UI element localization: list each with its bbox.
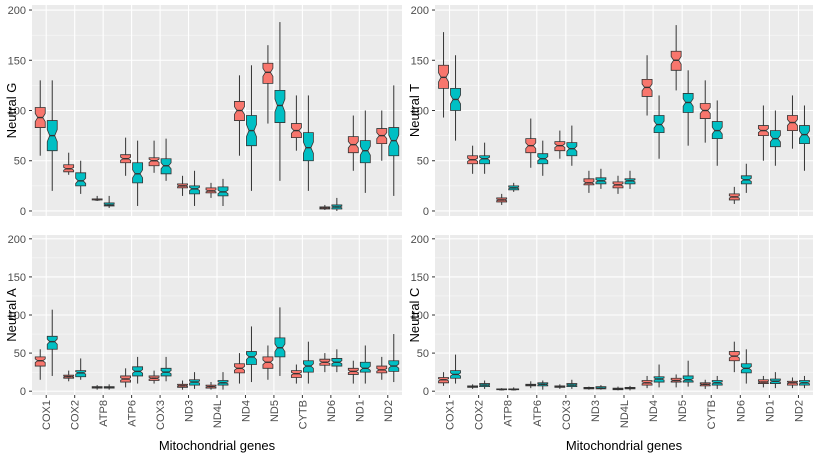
- y-tick-label: 200: [411, 5, 429, 17]
- x-tick-label: COX3: [561, 400, 573, 430]
- box-2-COX1: [46, 335, 58, 350]
- panel-2: 0 50 100 150 200 Neutral T: [407, 5, 813, 218]
- x-axis-title: Mitochondrial genes: [159, 438, 276, 453]
- box-2-ND2: [388, 127, 400, 157]
- x-tick-label: ND6: [735, 400, 747, 422]
- x-tick-label: ATP6: [127, 400, 139, 427]
- y-tick-label: 150: [8, 55, 26, 67]
- box-2-ND4: [246, 351, 257, 365]
- x-tick-label: ND1: [354, 400, 366, 422]
- y-tick-label: 200: [411, 234, 429, 246]
- x-tick-label: CYTB: [297, 400, 309, 429]
- x-tick-label: COX1: [445, 400, 457, 430]
- y-tick-label: 50: [417, 348, 429, 360]
- y-axis-title: Neutral G: [4, 83, 19, 139]
- panel-1: 0 50 100 150 200 Neutral G: [4, 5, 402, 218]
- box-2-COX2: [479, 155, 491, 165]
- box-1-COX1: [34, 356, 46, 367]
- box-1-COX3: [148, 157, 160, 167]
- y-tick-label: 100: [8, 106, 26, 118]
- y-tick-label: 0: [423, 206, 429, 218]
- x-tick-label: ATP8: [503, 400, 515, 427]
- y-axis-title: Neutral T: [407, 84, 422, 137]
- x-tick-label: COX2: [70, 400, 82, 430]
- box-2-ND5: [682, 375, 694, 383]
- y-tick-label: 100: [411, 310, 429, 322]
- x-tick-label: ND3: [184, 400, 196, 422]
- x-tick-label: ATP6: [532, 400, 544, 427]
- y-tick-label: 0: [423, 386, 429, 398]
- y-tick-label: 100: [8, 310, 26, 322]
- x-tick-label: ND3: [590, 400, 602, 422]
- x-tick-label: CYTB: [706, 400, 718, 429]
- x-tick-label: ND2: [793, 400, 805, 422]
- x-tick-label: ND6: [326, 400, 338, 422]
- y-tick-label: 200: [8, 5, 26, 17]
- y-tick-label: 0: [20, 386, 26, 398]
- box-2-COX2: [75, 370, 87, 378]
- x-tick-label: ND5: [677, 400, 689, 422]
- y-tick-label: 150: [8, 272, 26, 284]
- y-axis-title: Neutral A: [4, 288, 19, 342]
- x-tick-label: COX2: [474, 400, 486, 430]
- y-tick-label: 100: [411, 106, 429, 118]
- x-axis-title: Mitochondrial genes: [566, 438, 683, 453]
- panel-4: 0 50 100 150 200 Neutral C COX1 COX2 ATP8 ATP6 COX…: [407, 234, 813, 453]
- x-tick-label: COX3: [155, 400, 167, 430]
- y-tick-label: 50: [14, 156, 26, 168]
- y-tick-label: 200: [8, 234, 26, 246]
- box-1-ND5: [262, 62, 274, 84]
- y-tick-label: 50: [14, 348, 26, 360]
- box-2-ND1: [359, 361, 371, 373]
- box-1-ND3: [583, 178, 595, 186]
- panel-3: 0 50 100 150 200 Neutral A COX1 COX2 ATP8 ATP6 COX…: [4, 234, 402, 453]
- x-tick-label: COX1: [41, 400, 53, 430]
- box-2-ND3: [189, 185, 200, 195]
- y-tick-label: 50: [417, 156, 429, 168]
- x-tick-label: ND4L: [619, 400, 631, 428]
- box-2-ATP6: [132, 162, 144, 184]
- y-axis-title: Neutral C: [407, 288, 422, 343]
- x-tick-label: ATP8: [98, 400, 110, 427]
- x-tick-label: ND1: [764, 400, 776, 422]
- x-tick-label: ND4: [240, 400, 252, 422]
- y-tick-label: 0: [20, 206, 26, 218]
- x-tick-label: ND4: [648, 400, 660, 422]
- x-tick-label: ND2: [383, 400, 395, 422]
- box-2-ND5: [274, 90, 286, 123]
- y-tick-label: 150: [411, 272, 429, 284]
- box-2-CYTB: [302, 132, 314, 162]
- y-tick-label: 150: [411, 55, 429, 67]
- box-2-ND1: [359, 140, 371, 164]
- x-tick-label: ND4L: [212, 400, 224, 428]
- x-tick-label: ND5: [269, 400, 281, 422]
- box-2-COX2: [75, 172, 87, 187]
